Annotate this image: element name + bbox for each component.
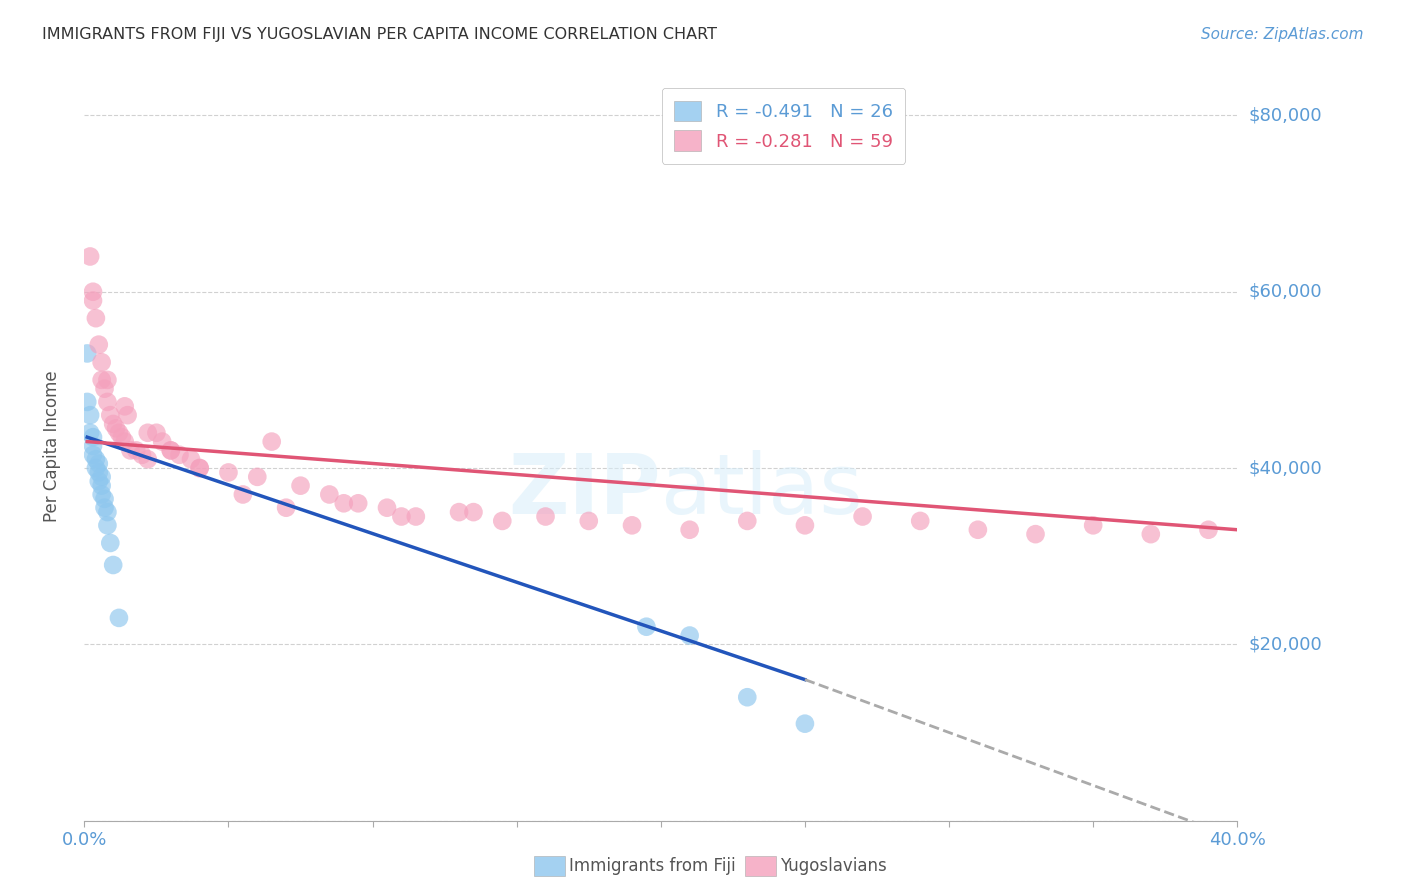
Text: $60,000: $60,000	[1249, 283, 1322, 301]
Point	[103, 417, 124, 431]
Point	[82, 439, 104, 453]
Point	[679, 523, 702, 537]
Point	[449, 505, 471, 519]
Point	[391, 509, 413, 524]
Point	[160, 443, 183, 458]
Point	[910, 514, 932, 528]
Point	[82, 448, 104, 462]
Point	[318, 487, 340, 501]
Point	[93, 500, 115, 515]
Point	[103, 558, 124, 572]
Point	[188, 461, 211, 475]
Point	[232, 487, 254, 501]
Point	[96, 505, 118, 519]
Point	[131, 448, 153, 462]
Point	[82, 293, 104, 308]
Point	[405, 509, 427, 524]
Point	[125, 443, 148, 458]
Point	[1083, 518, 1105, 533]
Text: ZIP: ZIP	[509, 450, 661, 532]
Point	[90, 470, 112, 484]
Point	[1198, 523, 1220, 537]
Point	[90, 373, 112, 387]
Point	[621, 518, 644, 533]
Point	[96, 395, 118, 409]
Point	[87, 457, 110, 471]
Point	[87, 337, 110, 351]
Text: IMMIGRANTS FROM FIJI VS YUGOSLAVIAN PER CAPITA INCOME CORRELATION CHART: IMMIGRANTS FROM FIJI VS YUGOSLAVIAN PER …	[42, 27, 717, 42]
Point	[82, 285, 104, 299]
Point	[145, 425, 167, 440]
Point	[108, 425, 131, 440]
Point	[679, 628, 702, 642]
Point	[276, 500, 298, 515]
Point	[169, 448, 191, 462]
Point	[737, 514, 759, 528]
Point	[180, 452, 202, 467]
Point	[96, 373, 118, 387]
Point	[87, 466, 110, 480]
Point	[794, 716, 817, 731]
Point	[114, 434, 136, 449]
Point	[1025, 527, 1047, 541]
Point	[96, 518, 118, 533]
Point	[84, 461, 107, 475]
Point	[967, 523, 990, 537]
Legend: R = -0.491   N = 26, R = -0.281   N = 59: R = -0.491 N = 26, R = -0.281 N = 59	[662, 88, 905, 164]
Text: $20,000: $20,000	[1249, 635, 1322, 653]
Point	[93, 382, 115, 396]
Point	[79, 408, 101, 422]
Point	[120, 443, 142, 458]
Point	[188, 461, 211, 475]
Point	[463, 505, 485, 519]
Point	[160, 443, 183, 458]
Point	[79, 425, 101, 440]
Point	[150, 434, 173, 449]
Point	[260, 434, 283, 449]
Point	[737, 690, 759, 705]
Point	[90, 355, 112, 369]
Point	[84, 452, 107, 467]
Point	[76, 346, 98, 360]
Point	[136, 452, 159, 467]
Text: Yugoslavians: Yugoslavians	[780, 857, 887, 875]
Text: atlas: atlas	[661, 450, 862, 532]
Point	[491, 514, 513, 528]
Point	[90, 478, 112, 492]
Point	[333, 496, 356, 510]
Text: Source: ZipAtlas.com: Source: ZipAtlas.com	[1201, 27, 1364, 42]
Point	[218, 466, 240, 480]
Point	[79, 250, 101, 264]
Point	[578, 514, 600, 528]
Point	[87, 475, 110, 489]
Point	[98, 408, 121, 422]
Point	[347, 496, 370, 510]
Point	[98, 536, 121, 550]
Point	[105, 421, 128, 435]
Point	[136, 425, 159, 440]
Point	[852, 509, 875, 524]
Point	[114, 400, 136, 414]
Point	[290, 478, 312, 492]
Point	[76, 395, 98, 409]
Text: $40,000: $40,000	[1249, 459, 1322, 477]
Y-axis label: Per Capita Income: Per Capita Income	[42, 370, 60, 522]
Point	[375, 500, 398, 515]
Point	[534, 509, 557, 524]
Point	[794, 518, 817, 533]
Point	[1140, 527, 1163, 541]
Point	[111, 430, 134, 444]
Point	[90, 487, 112, 501]
Point	[636, 620, 658, 634]
Point	[246, 470, 269, 484]
Point	[108, 611, 131, 625]
Text: $80,000: $80,000	[1249, 106, 1322, 125]
Point	[93, 491, 115, 506]
Point	[82, 430, 104, 444]
Point	[117, 408, 139, 422]
Text: Immigrants from Fiji: Immigrants from Fiji	[569, 857, 737, 875]
Point	[84, 311, 107, 326]
